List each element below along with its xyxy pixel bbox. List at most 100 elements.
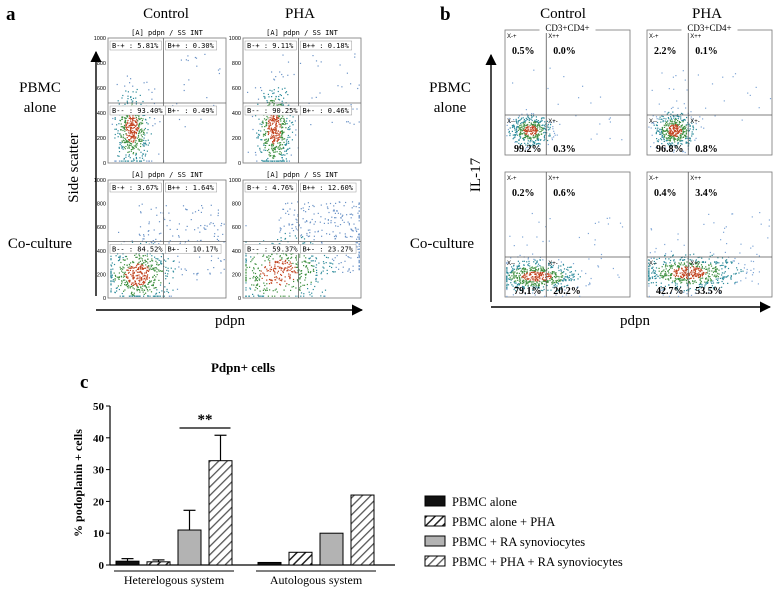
event-dot: [542, 280, 544, 282]
event-dot: [154, 88, 156, 90]
event-dot: [281, 136, 283, 138]
event-dot: [698, 286, 701, 288]
event-dot: [292, 285, 295, 288]
event-dot: [540, 275, 543, 277]
event-dot: [315, 277, 317, 280]
event-dot: [717, 276, 719, 278]
event-dot: [661, 289, 663, 291]
event-dot: [688, 142, 690, 144]
event-dot: [704, 286, 706, 288]
event-dot: [257, 267, 259, 269]
event-dot: [262, 295, 265, 297]
event-dot: [142, 285, 144, 287]
event-dot: [280, 94, 282, 97]
event-dot: [144, 281, 146, 283]
event-dot: [675, 124, 677, 126]
event-dot: [307, 271, 309, 273]
event-dot: [138, 149, 140, 151]
event-dot: [276, 126, 278, 128]
event-dot: [516, 269, 518, 271]
event-dot: [525, 148, 527, 150]
event-dot: [706, 268, 708, 270]
event-dot: [553, 284, 555, 286]
event-dot: [694, 289, 697, 291]
event-dot: [685, 267, 687, 269]
event-dot: [534, 136, 536, 138]
event-dot: [520, 282, 522, 284]
event-dot: [329, 202, 332, 205]
event-dot: [293, 214, 295, 216]
y-tick-label: 800: [232, 202, 241, 208]
event-dot: [146, 278, 148, 280]
event-dot: [155, 276, 157, 278]
event-dot: [552, 280, 554, 282]
event-dot: [114, 118, 116, 120]
event-dot: [677, 278, 679, 280]
event-dot: [136, 121, 138, 123]
event-dot: [128, 267, 130, 269]
event-dot: [127, 119, 129, 122]
event-dot: [353, 205, 355, 207]
gate-tl-value: B-+ : 3.67%: [112, 184, 159, 192]
event-dot: [130, 285, 132, 288]
event-dot: [133, 277, 135, 279]
event-dot: [334, 271, 336, 273]
event-dot: [662, 275, 665, 277]
event-dot: [137, 148, 139, 150]
event-dot: [513, 275, 515, 278]
event-dot: [207, 269, 209, 271]
event-dot: [302, 242, 304, 244]
event-dot: [675, 145, 677, 147]
event-dot: [142, 100, 144, 103]
event-dot: [310, 124, 312, 126]
event-dot: [255, 115, 257, 117]
event-dot: [734, 257, 736, 260]
event-dot: [143, 145, 145, 147]
event-dot: [277, 117, 279, 119]
event-dot: [681, 119, 683, 121]
event-dot: [547, 87, 549, 90]
event-dot: [527, 138, 529, 140]
event-dot: [670, 131, 672, 133]
event-dot: [310, 265, 313, 267]
event-dot: [283, 269, 285, 271]
event-dot: [519, 149, 521, 151]
event-dot: [145, 292, 147, 294]
event-dot: [695, 265, 697, 268]
event-dot: [269, 123, 271, 125]
event-dot: [528, 121, 530, 123]
event-dot: [187, 55, 189, 57]
event-dot: [143, 238, 145, 240]
event-dot: [515, 282, 517, 284]
event-dot: [256, 280, 258, 282]
event-dot: [674, 123, 676, 125]
panel-c-label: c: [80, 372, 88, 393]
event-dot: [288, 213, 290, 215]
event-dot: [277, 134, 279, 136]
event-dot: [351, 207, 353, 209]
event-dot: [542, 268, 544, 270]
event-dot: [132, 295, 134, 297]
event-dot: [274, 267, 277, 270]
event-dot: [540, 118, 543, 120]
event-dot: [125, 133, 127, 135]
event-dot: [715, 269, 717, 271]
event-dot: [665, 140, 667, 142]
event-dot: [163, 291, 166, 293]
event-dot: [277, 160, 279, 162]
event-dot: [145, 144, 147, 146]
event-dot: [253, 284, 255, 286]
event-dot: [290, 122, 293, 124]
event-dot: [257, 98, 260, 100]
event-dot: [678, 131, 680, 133]
event-dot: [550, 276, 552, 279]
event-dot: [147, 234, 150, 236]
event-dot: [558, 276, 560, 278]
event-dot: [176, 228, 178, 230]
event-dot: [333, 209, 335, 211]
event-dot: [698, 273, 701, 276]
event-dot: [149, 267, 151, 269]
event-dot: [268, 128, 270, 130]
event-dot: [557, 275, 559, 278]
